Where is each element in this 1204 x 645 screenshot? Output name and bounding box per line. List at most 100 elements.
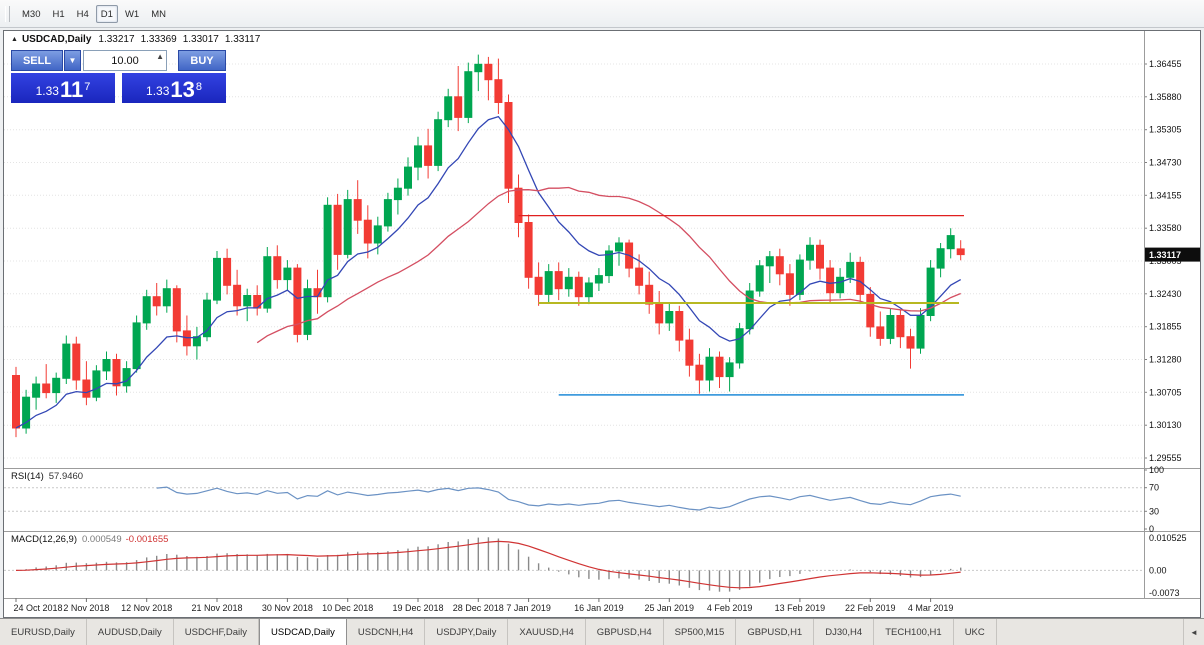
svg-text:19 Dec 2018: 19 Dec 2018 (392, 603, 443, 613)
volume-value: 10.00 (111, 54, 139, 67)
ask-price-display[interactable]: 1.33 13 8 (122, 73, 226, 103)
svg-text:0.00: 0.00 (1149, 565, 1167, 575)
scroll-left-icon: ◄ (1190, 627, 1198, 637)
current-price-badge: 1.33117 (1145, 247, 1200, 262)
time-axis[interactable]: 24 Oct 2018 2 Nov 2018 12 Nov 2018 21 Nov 2… (13, 598, 953, 613)
volume-increase-icon[interactable]: ▲ (156, 52, 164, 61)
macd-main-value: 0.000549 (82, 534, 122, 545)
timeframe-button-m30[interactable]: M30 (17, 5, 45, 23)
ohlc-high: 1.33369 (140, 34, 177, 45)
macd-signal-value: -0.001655 (125, 534, 169, 545)
bid-big-figure: 1.33 (35, 84, 59, 98)
svg-text:100: 100 (1149, 465, 1164, 475)
price-gridlines (4, 63, 1144, 459)
svg-text:28 Dec 2018: 28 Dec 2018 (453, 603, 504, 613)
svg-text:1.29555: 1.29555 (1149, 453, 1182, 463)
rsi-name: RSI(14) (11, 471, 44, 482)
rsi-indicator-label: RSI(14) 57.9460 (11, 471, 83, 482)
svg-text:13 Feb 2019: 13 Feb 2019 (775, 603, 826, 613)
svg-text:1.31855: 1.31855 (1149, 322, 1182, 332)
chart-canvas[interactable]: 1.364551.358801.353051.347301.341551.335… (4, 31, 1200, 615)
tab-audusd-daily[interactable]: AUDUSD,Daily (86, 619, 174, 645)
tab-eurusd-daily[interactable]: EURUSD,Daily (0, 619, 87, 645)
svg-text:10 Dec 2018: 10 Dec 2018 (322, 603, 373, 613)
ohlc-open: 1.33217 (98, 34, 135, 45)
svg-text:1.30130: 1.30130 (1149, 420, 1182, 430)
macd-signal-line (15, 540, 961, 589)
tab-tech100-h1[interactable]: TECH100,H1 (874, 619, 954, 645)
chevron-down-icon: ▼ (68, 56, 77, 65)
svg-text:22 Feb 2019: 22 Feb 2019 (845, 603, 896, 613)
timeframe-button-w1[interactable]: W1 (120, 5, 144, 23)
tab-ukc[interactable]: UKC (953, 619, 997, 645)
svg-text:30: 30 (1149, 506, 1159, 516)
chart-symbol-label: USDCAD,Daily (21, 34, 92, 45)
trade-panel-collapse-icon[interactable]: ▲ (11, 36, 18, 43)
svg-text:1.34155: 1.34155 (1149, 190, 1182, 200)
svg-text:1.32430: 1.32430 (1149, 289, 1182, 299)
timeframe-buttons: M30 H1 H4 D1 W1 MN (17, 4, 171, 23)
tab-xauusd-h4[interactable]: XAUUSD,H4 (508, 619, 586, 645)
buy-button[interactable]: BUY (178, 50, 226, 71)
volume-dropdown-button[interactable]: ▼ (64, 50, 81, 71)
tab-usdcnh-h4[interactable]: USDCNH,H4 (346, 619, 426, 645)
svg-text:1.36455: 1.36455 (1149, 59, 1182, 69)
tab-usdchf-daily[interactable]: USDCHF,Daily (173, 619, 260, 645)
bid-pips: 11 (59, 77, 84, 102)
tab-gbpusd-h4[interactable]: GBPUSD,H4 (585, 619, 664, 645)
chart-tabs-bar: EURUSD,Daily AUDUSD,Daily USDCHF,Daily USDC… (0, 618, 1204, 645)
volume-input[interactable]: 10.00 ▲ (83, 50, 167, 71)
rsi-value: 57.9460 (48, 471, 84, 482)
ohlc-low: 1.33017 (182, 34, 219, 45)
chart-tabs: EURUSD,Daily AUDUSD,Daily USDCHF,Daily USDC… (0, 619, 1183, 645)
bid-point: 7 (84, 81, 91, 93)
one-click-trading-panel: SELL ▼ 10.00 ▲ BUY 1.33 11 7 1.33 13 8 (11, 50, 226, 103)
timeframe-button-h1[interactable]: H1 (47, 5, 69, 23)
svg-text:1.35880: 1.35880 (1149, 92, 1182, 102)
timeframe-button-h4[interactable]: H4 (72, 5, 94, 23)
chart-title: ▲ USDCAD,Daily 1.33217 1.33369 1.33017 1… (11, 34, 266, 45)
svg-text:25 Jan 2019: 25 Jan 2019 (645, 603, 695, 613)
sell-button[interactable]: SELL (11, 50, 63, 71)
chart-window: 1.36455 1.35880 1.35305 1.34730 1.34155 1.335… (3, 30, 1201, 618)
svg-text:7 Jan 2019: 7 Jan 2019 (506, 603, 551, 613)
svg-text:0: 0 (1149, 524, 1154, 534)
tabs-scroll-left-button[interactable]: ◄ (1183, 619, 1204, 645)
svg-text:1.33117: 1.33117 (1149, 250, 1181, 260)
tab-dj30-h4[interactable]: DJ30,H4 (814, 619, 875, 645)
tab-usdcad-daily[interactable]: USDCAD,Daily (259, 619, 347, 645)
svg-text:-0.0073: -0.0073 (1149, 588, 1180, 598)
rsi-panel: 100 70 30 0 (4, 465, 1164, 534)
svg-text:16 Jan 2019: 16 Jan 2019 (574, 603, 624, 613)
ask-pips: 13 (170, 77, 195, 102)
tab-gbpusd-h1[interactable]: GBPUSD,H1 (736, 619, 815, 645)
tab-usdjpy-daily[interactable]: USDJPY,Daily (425, 619, 509, 645)
toolbar-grip[interactable] (5, 5, 10, 22)
svg-text:1.35305: 1.35305 (1149, 125, 1182, 135)
macd-name: MACD(12,26,9) (11, 534, 77, 545)
candles (12, 54, 965, 438)
svg-text:70: 70 (1149, 483, 1159, 493)
svg-text:12 Nov 2018: 12 Nov 2018 (121, 603, 172, 613)
rsi-line (156, 486, 961, 511)
macd-panel: 0.010525 0.00 -0.0073 (4, 533, 1187, 598)
macd-indicator-label: MACD(12,26,9) 0.000549 -0.001655 (11, 534, 168, 545)
svg-text:1.33580: 1.33580 (1149, 223, 1182, 233)
svg-text:21 Nov 2018: 21 Nov 2018 (191, 603, 242, 613)
ma-slow-line (256, 186, 961, 344)
svg-text:1.31280: 1.31280 (1149, 355, 1182, 365)
timeframe-button-d1[interactable]: D1 (95, 4, 118, 23)
tab-sp500-m15[interactable]: SP500,M15 (663, 619, 737, 645)
svg-text:1.30705: 1.30705 (1149, 387, 1182, 397)
period-toolbar: M30 H1 H4 D1 W1 MN (0, 0, 1204, 28)
svg-text:1.34730: 1.34730 (1149, 158, 1182, 168)
ma-fast-line (15, 115, 962, 429)
svg-text:2 Nov 2018: 2 Nov 2018 (63, 603, 109, 613)
bid-price-display[interactable]: 1.33 11 7 (11, 73, 115, 103)
svg-text:4 Feb 2019: 4 Feb 2019 (707, 603, 753, 613)
timeframe-button-mn[interactable]: MN (146, 5, 171, 23)
ask-big-figure: 1.33 (146, 84, 170, 98)
svg-text:30 Nov 2018: 30 Nov 2018 (262, 603, 313, 613)
ask-point: 8 (195, 81, 202, 93)
